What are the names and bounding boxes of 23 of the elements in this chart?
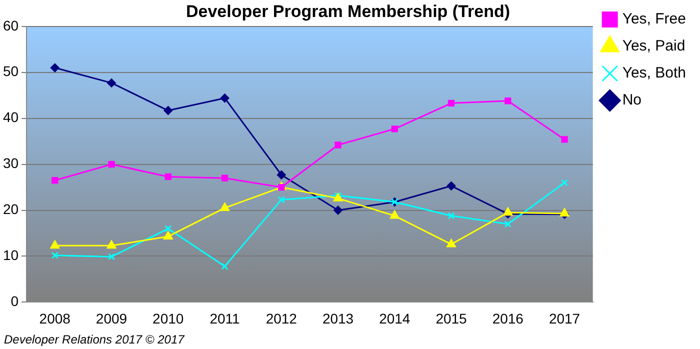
y-tick-label: 10: [2, 247, 19, 264]
legend-label: No: [622, 92, 642, 109]
x-tick-label: 2012: [266, 310, 298, 326]
y-tick-label: 50: [2, 63, 19, 80]
x-tick-label: 2017: [548, 310, 580, 326]
text: Developer Relations 2017 © 2017: [4, 332, 186, 346]
x-tick-label: 2015: [436, 310, 468, 326]
x-tick-label: 2009: [96, 310, 128, 326]
legend-label: Yes, Both: [622, 64, 686, 82]
y-tick-label: 30: [2, 155, 19, 172]
legend-label: Yes, Paid: [622, 38, 686, 55]
x-tick-label: 2008: [39, 310, 71, 326]
y-tick-label: 20: [2, 201, 19, 218]
x-tick-label: 2016: [492, 310, 524, 326]
x-tick-label: 2013: [322, 310, 354, 326]
legend-label: Yes, Free: [622, 10, 686, 28]
y-tick-label: 0: [10, 293, 19, 310]
y-tick-label: 60: [2, 17, 19, 34]
x-tick-label: 2014: [379, 310, 410, 326]
chart-title: Developer Program Membership (Trend): [186, 2, 510, 21]
y-tick-label: 40: [2, 109, 19, 126]
x-tick-label: 2011: [210, 310, 240, 326]
x-tick-label: 2010: [152, 310, 184, 326]
